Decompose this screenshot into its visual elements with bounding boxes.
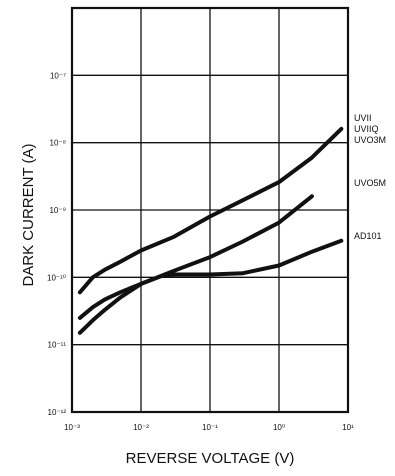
y-tick-label: 10⁻⁷	[50, 71, 66, 80]
x-tick-label: 10⁻³	[64, 423, 80, 432]
x-tick-label: 10⁻²	[133, 423, 149, 432]
y-tick-label: 10⁻⁸	[50, 139, 67, 148]
series-line-1	[77, 126, 344, 295]
plot-frame	[70, 6, 350, 414]
series-label: UVII	[354, 113, 372, 123]
y-tick-label: 10⁻¹¹	[48, 341, 67, 350]
y-tick-label: 10⁻¹²	[48, 408, 67, 417]
y-axis-label: DARK CURRENT (A)	[20, 143, 37, 286]
x-tick-label: 10¹	[342, 423, 354, 432]
series-layer	[77, 126, 344, 335]
x-tick-label: 10⁰	[273, 423, 285, 432]
series-label: UVO3M	[354, 135, 386, 145]
series-line-3	[77, 238, 344, 335]
x-tick-labels: 10⁻³ 10⁻² 10⁻¹ 10⁰ 10¹	[64, 423, 354, 432]
grid	[71, 8, 349, 413]
x-tick-label: 10⁻¹	[202, 423, 218, 432]
series-label: AD101	[354, 231, 382, 241]
series-label: UVIIQ	[354, 124, 379, 134]
y-tick-label: 10⁻⁹	[49, 206, 66, 215]
x-axis-label: REVERSE VOLTAGE (V)	[126, 450, 295, 467]
y-tick-label: 10⁻¹⁰	[47, 273, 66, 282]
series-label: UVO5M	[354, 178, 386, 188]
y-tick-labels: 10⁻¹² 10⁻¹¹ 10⁻¹⁰ 10⁻⁹ 10⁻⁸ 10⁻⁷	[47, 71, 66, 417]
